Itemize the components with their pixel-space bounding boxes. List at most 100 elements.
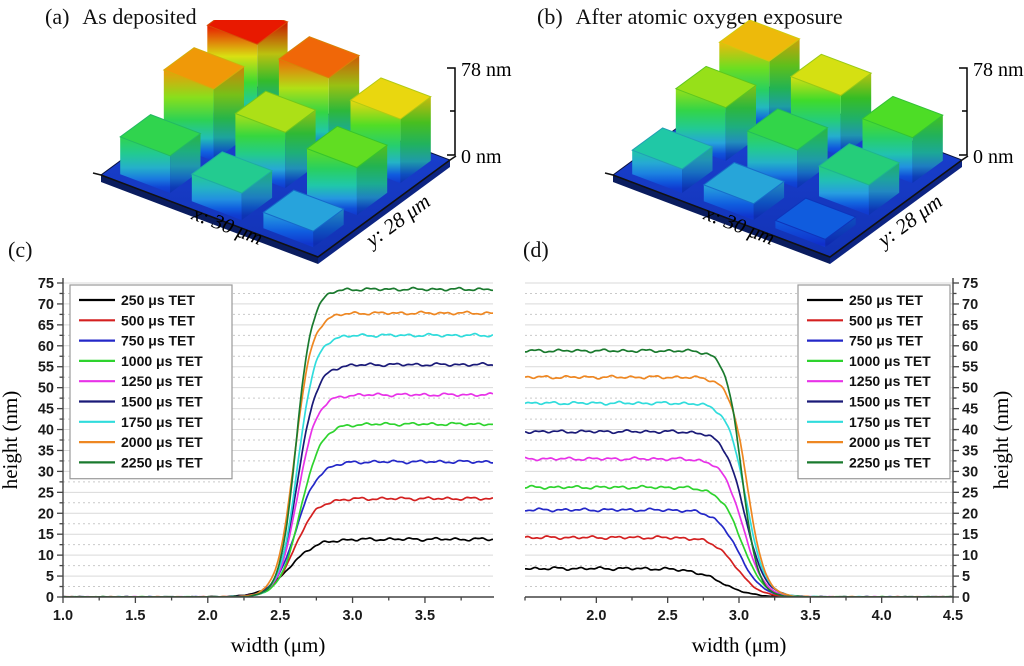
legend-d: 250 μs TET 500 μs TET 750 μs TET 1000 μs TE… — [797, 284, 951, 480]
height-scale-bracket — [447, 67, 456, 156]
svg-text:3.0: 3.0 — [342, 608, 362, 624]
scale-min-label: 0 nm — [973, 146, 1014, 168]
scale-max-label: 78 nm — [973, 59, 1024, 81]
legend-label-c-7: 1750 μs TET — [121, 414, 203, 430]
panel-b-label: (b) — [537, 4, 563, 29]
svg-text:5: 5 — [46, 569, 54, 585]
legend-label-c-6: 1500 μs TET — [121, 394, 203, 410]
pillar-b-r2c0 — [774, 197, 857, 248]
svg-text:65: 65 — [962, 318, 978, 334]
series-c-2 — [63, 496, 493, 597]
afm-3d-view-after-exposure: 78 nm0 nmx: 30 μm y: 28 μm — [604, 20, 1024, 264]
y-ticks-c: 0 5 10 15 20 25 30 35 40 45 50 55 60 65 70 75 — [38, 276, 63, 606]
pillar-a-r2c1 — [305, 125, 389, 216]
svg-text:2.5: 2.5 — [658, 608, 678, 624]
svg-text:4.0: 4.0 — [872, 608, 892, 624]
svg-text:2.0: 2.0 — [586, 608, 606, 624]
panel-a-label: (a) — [45, 4, 70, 29]
svg-text:0: 0 — [46, 590, 54, 606]
svg-text:60: 60 — [38, 339, 54, 355]
panel-d-label: (d) — [523, 237, 549, 262]
svg-text:10: 10 — [962, 548, 978, 564]
svg-text:30: 30 — [38, 464, 54, 480]
panel-a-title-text: As deposited — [82, 4, 197, 29]
svg-text:50: 50 — [38, 381, 54, 397]
pillar-a-r1c0 — [190, 151, 274, 221]
svg-text:2.5: 2.5 — [270, 608, 290, 624]
svg-text:45: 45 — [962, 402, 978, 418]
svg-text:75: 75 — [38, 276, 54, 292]
series-d-2 — [525, 535, 953, 597]
legend-label-c-4: 1000 μs TET — [121, 353, 203, 369]
substrate-edge-front-left — [613, 175, 830, 264]
series-d-4 — [525, 484, 953, 597]
legend-label-d-3: 750 μs TET — [849, 333, 923, 349]
svg-text:20: 20 — [962, 506, 978, 522]
pillar-a-r0c0 — [119, 114, 202, 193]
y-axis-title-c: height (nm) — [0, 391, 22, 490]
svg-text:60: 60 — [962, 339, 978, 355]
y-ticks-d: 0 5 10 15 20 25 30 35 40 45 50 55 60 65 70 75 — [953, 276, 978, 606]
svg-text:40: 40 — [962, 423, 978, 439]
svg-text:45: 45 — [38, 402, 54, 418]
legend-label-d-5: 1250 μs TET — [849, 373, 931, 389]
svg-text:55: 55 — [38, 360, 54, 376]
legend-label-d-4: 1000 μs TET — [849, 353, 931, 369]
legend-label-d-1: 250 μs TET — [849, 292, 923, 308]
legend-label-d-8: 2000 μs TET — [849, 434, 931, 450]
legend-label-d-9: 2250 μs TET — [849, 454, 931, 470]
legend-label-c-3: 750 μs TET — [121, 333, 195, 349]
svg-text:2.0: 2.0 — [198, 608, 218, 624]
series-group-d — [525, 348, 953, 597]
base-axis-line — [92, 155, 457, 258]
profile-chart-after-exposure: 0 5 10 15 20 25 30 35 40 45 50 55 60 65 70 75 2.0 2.5 3.0 3… — [524, 276, 1013, 657]
svg-text:40: 40 — [38, 423, 54, 439]
legend-label-c-1: 250 μs TET — [121, 292, 195, 308]
series-d-3 — [525, 507, 953, 597]
pillar-b-r0c0 — [631, 127, 714, 193]
x-ticks-d: 2.0 2.5 3.0 3.5 4.0 4.5 — [524, 597, 963, 624]
x-axis-title-c: width (μm) — [231, 633, 326, 657]
legend-label-d-2: 500 μs TET — [849, 312, 923, 328]
svg-text:15: 15 — [38, 527, 54, 543]
substrate-edge-front-right — [830, 160, 962, 264]
legend-c: 250 μs TET 500 μs TET 750 μs TET 1000 μs TE… — [69, 284, 233, 480]
base-axis-line — [604, 155, 969, 258]
y-axis-title-d: height (nm) — [989, 391, 1013, 490]
svg-text:15: 15 — [962, 527, 978, 543]
series-d-5 — [525, 456, 953, 597]
legend-label-d-6: 1500 μs TET — [849, 394, 931, 410]
svg-text:50: 50 — [962, 381, 978, 397]
svg-text:35: 35 — [38, 443, 54, 459]
legend-label-c-9: 2250 μs TET — [121, 454, 203, 470]
scale-max-label: 78 nm — [461, 59, 512, 81]
afm-scene-b — [604, 20, 969, 264]
svg-text:4.5: 4.5 — [943, 608, 963, 624]
substrate-edge-front-right — [318, 160, 450, 264]
series-d-1 — [525, 566, 953, 597]
pillar-b-r1c1 — [746, 108, 829, 189]
panel-b-title-text: After atomic oxygen exposure — [575, 4, 843, 29]
panel-a-title: (a) As deposited — [45, 4, 197, 30]
panel-c-label: (c) — [8, 237, 33, 262]
svg-text:35: 35 — [962, 443, 978, 459]
series-c-8 — [63, 310, 493, 597]
series-c-7 — [63, 332, 493, 597]
series-group-c — [63, 286, 493, 597]
legend-label-d-7: 1750 μs TET — [849, 414, 931, 430]
pillar-a-r2c0 — [262, 189, 345, 248]
axes-c — [62, 278, 494, 598]
series-c-4 — [63, 421, 493, 597]
svg-text:1.5: 1.5 — [125, 608, 145, 624]
panel-b-title: (b) After atomic oxygen exposure — [537, 4, 843, 30]
height-scale-bracket — [959, 67, 968, 156]
afm-scene-a — [92, 20, 457, 264]
series-d-8 — [525, 374, 953, 597]
substrate-edge-front-left — [101, 175, 318, 264]
svg-text:70: 70 — [38, 297, 54, 313]
legend-label-c-2: 500 μs TET — [121, 312, 195, 328]
svg-text:75: 75 — [962, 276, 978, 292]
profile-chart-as-deposited: 0 5 10 15 20 25 30 35 40 45 50 55 60 65 70 75 1.0 1.5 2.0 2… — [0, 276, 494, 657]
svg-text:3.5: 3.5 — [415, 608, 435, 624]
